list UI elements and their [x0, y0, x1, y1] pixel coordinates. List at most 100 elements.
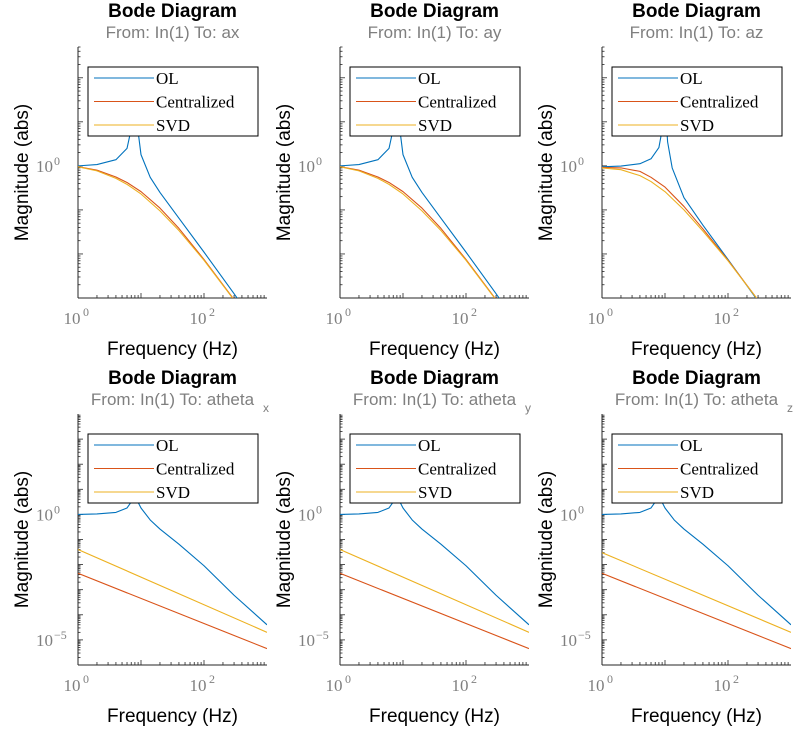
panel-subtitle: From: In(1) To: ay — [368, 23, 502, 42]
x-tick-label: 10 — [326, 676, 343, 695]
x-tick-label-exp: 2 — [209, 305, 215, 319]
y-tick-label-exp: 0 — [316, 502, 322, 516]
panel-title: Bode Diagram — [632, 368, 761, 389]
x-tick-label: 10 — [452, 676, 469, 695]
x-tick-label: 10 — [190, 309, 207, 328]
x-axis-label: Frequency (Hz) — [631, 339, 762, 360]
legend-label-svd: SVD — [680, 483, 714, 502]
panel-subtitle: From: In(1) To: atheta — [353, 390, 517, 409]
x-tick-label-exp: 2 — [471, 305, 477, 319]
x-tick-label: 10 — [588, 676, 605, 695]
series-line-svd — [602, 552, 791, 633]
subtitle-index: x — [263, 401, 269, 415]
y-tick-label: 10 — [36, 157, 53, 176]
legend-label-centralized: Centralized — [680, 460, 759, 479]
legend-label-svd: SVD — [156, 483, 190, 502]
series-line-centralized — [340, 572, 529, 650]
legend-label-ol: OL — [418, 69, 441, 88]
x-tick-label: 10 — [190, 676, 207, 695]
panel-subtitle: From: In(1) To: ax — [106, 23, 240, 42]
y-tick-label: 10 — [298, 631, 315, 650]
y-axis-label: Magnitude (abs) — [536, 471, 557, 608]
legend: OL Centralized SVD — [611, 66, 783, 137]
series-line-svd — [602, 167, 758, 298]
panel-subtitle: From: In(1) To: az — [630, 23, 764, 42]
series-line-centralized — [340, 166, 496, 298]
y-tick-label: 10 — [298, 157, 315, 176]
y-axis-label: Magnitude (abs) — [12, 471, 33, 608]
x-tick-label-exp: 0 — [83, 672, 89, 686]
panel-title: Bode Diagram — [632, 1, 761, 22]
y-tick-label: 10 — [560, 631, 577, 650]
x-axis-label: Frequency (Hz) — [107, 339, 238, 360]
x-tick-label-exp: 0 — [83, 305, 89, 319]
legend: OL Centralized SVD — [349, 433, 521, 504]
legend-label-svd: SVD — [418, 116, 452, 135]
x-tick-label-exp: 0 — [607, 672, 613, 686]
x-tick-label: 10 — [588, 309, 605, 328]
y-tick-label-exp: 0 — [316, 154, 322, 168]
series-group — [340, 486, 529, 650]
x-axis-label: Frequency (Hz) — [631, 706, 762, 727]
x-tick-label-exp: 0 — [607, 305, 613, 319]
series-line-centralized — [602, 166, 758, 298]
legend-label-ol: OL — [156, 69, 179, 88]
y-tick-label-exp: −5 — [316, 628, 329, 642]
series-line-centralized — [78, 572, 267, 650]
legend-label-svd: SVD — [680, 116, 714, 135]
x-tick-label: 10 — [326, 309, 343, 328]
y-tick-label: 10 — [36, 505, 53, 524]
series-line-centralized — [602, 572, 791, 650]
panel-title: Bode Diagram — [108, 1, 237, 22]
y-axis-label: Magnitude (abs) — [536, 104, 557, 241]
legend-label-ol: OL — [156, 436, 179, 455]
legend-label-centralized: Centralized — [156, 93, 235, 112]
legend-label-svd: SVD — [418, 483, 452, 502]
legend-label-centralized: Centralized — [680, 93, 759, 112]
y-tick-label-exp: 0 — [578, 154, 584, 168]
panel-title: Bode Diagram — [370, 368, 499, 389]
legend: OL Centralized SVD — [611, 433, 783, 504]
y-axis-label: Magnitude (abs) — [12, 104, 33, 241]
x-tick-label: 10 — [452, 309, 469, 328]
legend-label-ol: OL — [418, 436, 441, 455]
y-tick-label-exp: −5 — [578, 628, 591, 642]
series-line-svd — [340, 548, 529, 633]
y-tick-label: 10 — [36, 631, 53, 650]
x-tick-label: 10 — [64, 309, 81, 328]
x-axis-label: Frequency (Hz) — [107, 706, 238, 727]
legend-label-ol: OL — [680, 69, 703, 88]
panel-subtitle: From: In(1) To: atheta — [91, 390, 255, 409]
y-axis-label: Magnitude (abs) — [274, 104, 295, 241]
x-tick-label-exp: 0 — [345, 672, 351, 686]
series-line-ol — [602, 486, 791, 626]
legend-label-centralized: Centralized — [156, 460, 235, 479]
series-line-ol — [78, 486, 267, 626]
legend-label-centralized: Centralized — [418, 460, 497, 479]
x-axis-label: Frequency (Hz) — [369, 339, 500, 360]
series-group — [78, 486, 267, 650]
subtitle-index: z — [787, 401, 793, 415]
legend: OL Centralized SVD — [349, 66, 521, 137]
x-tick-label-exp: 2 — [733, 305, 739, 319]
y-tick-label: 10 — [560, 505, 577, 524]
panel-title: Bode Diagram — [108, 368, 237, 389]
x-tick-label-exp: 2 — [733, 672, 739, 686]
legend-label-ol: OL — [680, 436, 703, 455]
x-tick-label: 10 — [64, 676, 81, 695]
legend-label-centralized: Centralized — [418, 93, 497, 112]
x-axis-label: Frequency (Hz) — [369, 706, 500, 727]
x-tick-label: 10 — [714, 309, 731, 328]
series-line-svd — [78, 166, 234, 298]
panel-subtitle: From: In(1) To: atheta — [615, 390, 779, 409]
y-axis-label: Magnitude (abs) — [274, 471, 295, 608]
y-tick-label-exp: 0 — [54, 154, 60, 168]
x-tick-label-exp: 2 — [471, 672, 477, 686]
legend: OL Centralized SVD — [87, 433, 259, 504]
